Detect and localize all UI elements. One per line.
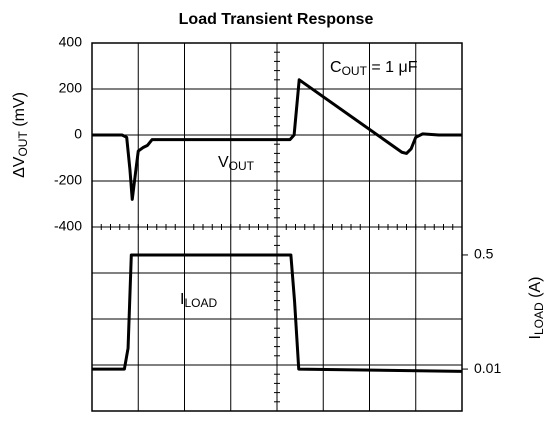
- plot-frame: [91, 42, 463, 412]
- y2-tick-label: 0.5: [474, 246, 494, 262]
- series-line: [92, 253, 463, 373]
- series-line: [92, 78, 462, 201]
- chart-title: Load Transient Response: [179, 11, 374, 28]
- y2-tick-label: 0.01: [474, 360, 501, 376]
- y-tick-label: -200: [54, 172, 82, 188]
- y-tick-label: 0: [74, 126, 82, 142]
- y-tick-label: 200: [59, 80, 83, 96]
- series-label: ILOAD: [180, 291, 217, 310]
- y-axis-label: ΔVOUT (mV): [11, 92, 30, 178]
- y-tick-label: -400: [54, 218, 82, 234]
- y-tick-label: 400: [59, 34, 83, 50]
- y2-axis-label: ILOAD (A): [527, 277, 546, 340]
- series-label: VOUT: [218, 154, 255, 173]
- annotation: COUT = 1 μF: [330, 59, 418, 78]
